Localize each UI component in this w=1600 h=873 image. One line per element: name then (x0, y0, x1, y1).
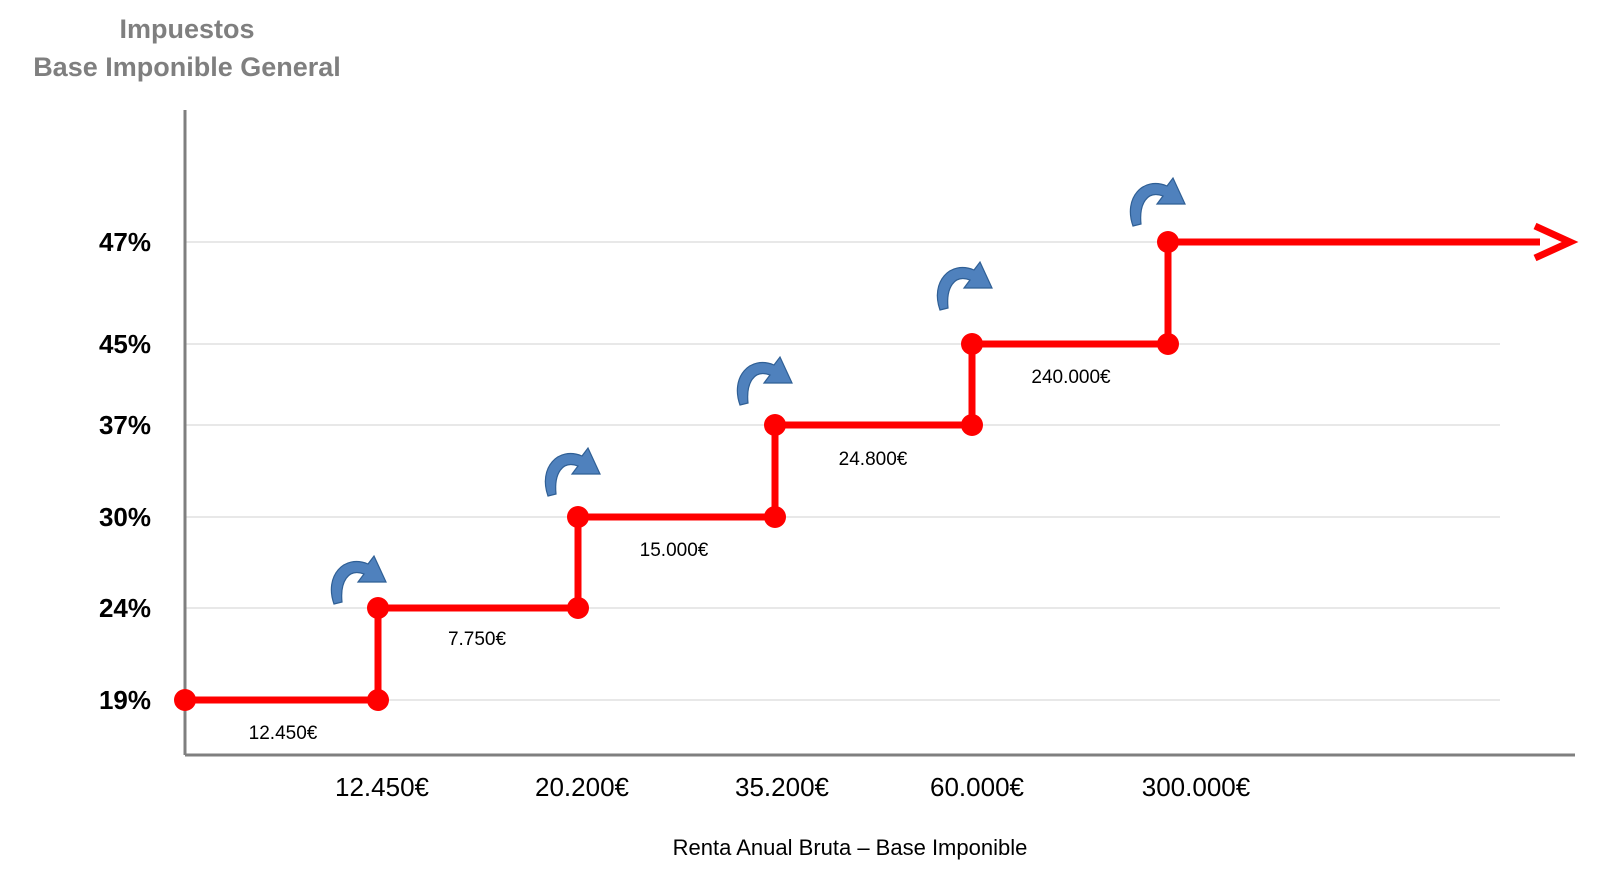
chart-title-line-2: Base Imponible General (33, 52, 341, 82)
chart-title-line-1: Impuestos (119, 14, 254, 44)
segment-width-label: 24.800€ (839, 449, 908, 470)
y-tick-label: 37% (99, 410, 151, 440)
step-series (174, 222, 1579, 711)
y-tick-label: 30% (99, 502, 151, 532)
x-tick-label: 300.000€ (1142, 772, 1251, 802)
x-axis-label: Renta Anual Bruta – Base Imponible (673, 835, 1028, 860)
step-up-icons (330, 176, 1186, 605)
x-tick-label: 35.200€ (735, 772, 830, 802)
segment-width-label: 15.000€ (640, 540, 709, 561)
curved-arrow-shape (330, 554, 387, 605)
x-tick-label: 12.450€ (335, 772, 430, 802)
curved-arrow-icon (736, 355, 793, 406)
segment-width-labels: 12.450€ 7.750€ 15.000€ 24.800€ 240.000€ (249, 367, 1111, 744)
curved-arrow-shape (544, 446, 601, 497)
bracket-start-point (367, 597, 389, 619)
bracket-end-point (1157, 333, 1179, 355)
curved-arrow-shape (936, 260, 993, 311)
bracket-start-point (961, 333, 983, 355)
bracket-end-point (367, 689, 389, 711)
segment-width-label: 12.450€ (249, 723, 318, 744)
y-tick-label: 47% (99, 227, 151, 257)
x-tick-label: 20.200€ (535, 772, 630, 802)
segment-width-label: 240.000€ (1031, 367, 1111, 388)
segment-width-label: 7.750€ (448, 629, 507, 650)
bracket-start-point (174, 689, 196, 711)
curved-arrow-icon (544, 446, 601, 497)
bracket-start-point (567, 506, 589, 528)
bracket-end-point (764, 506, 786, 528)
grid-lines (185, 241, 1500, 701)
axes (183, 110, 1575, 757)
arrow-head-icon (1533, 222, 1579, 262)
y-tick-label: 24% (99, 593, 151, 623)
curved-arrow-shape (736, 355, 793, 406)
curved-arrow-shape (1129, 176, 1186, 227)
bracket-end-point (567, 597, 589, 619)
curved-arrow-icon (1129, 176, 1186, 227)
bracket-end-point (961, 414, 983, 436)
y-tick-label: 19% (99, 685, 151, 715)
bracket-start-point (764, 414, 786, 436)
x-tick-label: 60.000€ (930, 772, 1025, 802)
curved-arrow-icon (936, 260, 993, 311)
curved-arrow-icon (330, 554, 387, 605)
x-tick-labels: 12.450€ 20.200€ 35.200€ 60.000€ 300.000€ (335, 772, 1251, 802)
y-tick-labels: 19% 24% 30% 37% 45% 47% (99, 227, 151, 715)
y-tick-label: 45% (99, 329, 151, 359)
bracket-start-point (1157, 231, 1179, 253)
